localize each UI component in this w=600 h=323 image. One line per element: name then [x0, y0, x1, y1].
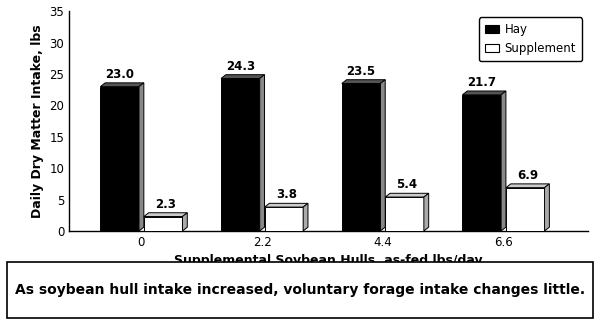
Text: 3.8: 3.8 — [276, 188, 297, 202]
Polygon shape — [144, 216, 182, 231]
Polygon shape — [100, 83, 144, 87]
Text: 5.4: 5.4 — [397, 178, 418, 192]
FancyBboxPatch shape — [7, 262, 593, 318]
Polygon shape — [182, 213, 187, 231]
Polygon shape — [221, 78, 260, 231]
Text: As soybean hull intake increased, voluntary forage intake changes little.: As soybean hull intake increased, volunt… — [15, 283, 585, 297]
Polygon shape — [506, 188, 545, 231]
Polygon shape — [385, 197, 424, 231]
Polygon shape — [265, 207, 303, 231]
Text: 2.3: 2.3 — [155, 198, 176, 211]
Polygon shape — [100, 87, 139, 231]
Polygon shape — [380, 80, 385, 231]
Text: 23.0: 23.0 — [105, 68, 134, 81]
Y-axis label: Daily Dry Matter Intake, lbs: Daily Dry Matter Intake, lbs — [31, 24, 44, 218]
Text: 23.5: 23.5 — [347, 65, 376, 78]
Polygon shape — [144, 213, 187, 216]
Polygon shape — [463, 95, 501, 231]
Polygon shape — [506, 184, 550, 188]
Polygon shape — [545, 184, 550, 231]
X-axis label: Supplemental Soybean Hulls, as-fed lbs/day: Supplemental Soybean Hulls, as-fed lbs/d… — [174, 254, 483, 267]
Polygon shape — [385, 193, 428, 197]
Polygon shape — [424, 193, 428, 231]
Polygon shape — [463, 91, 506, 95]
Polygon shape — [139, 83, 144, 231]
Polygon shape — [221, 75, 265, 78]
Text: 24.3: 24.3 — [226, 60, 255, 73]
Polygon shape — [260, 75, 265, 231]
Polygon shape — [501, 91, 506, 231]
Polygon shape — [303, 203, 308, 231]
Legend: Hay, Supplement: Hay, Supplement — [479, 17, 582, 61]
Text: 6.9: 6.9 — [517, 169, 538, 182]
Polygon shape — [265, 203, 308, 207]
Polygon shape — [342, 83, 380, 231]
Text: 21.7: 21.7 — [467, 76, 496, 89]
Polygon shape — [342, 80, 385, 83]
